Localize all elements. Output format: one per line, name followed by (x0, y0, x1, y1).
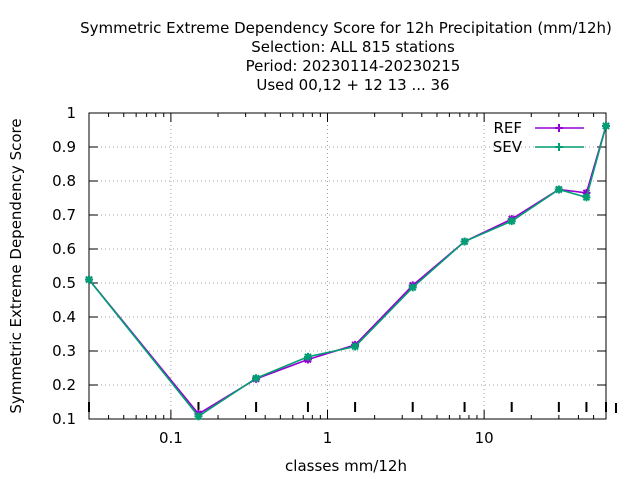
y-tick-label: 0.3 (52, 342, 76, 360)
title-line-2: Selection: ALL 815 stations (251, 38, 455, 56)
title-line-4: Used 00,12 + 12 13 ... 36 (256, 76, 449, 94)
y-axis-label: Symmetric Extreme Dependency Score (7, 118, 25, 413)
y-tick-label: 0.7 (52, 206, 76, 224)
y-tick-label: 0.1 (52, 410, 76, 428)
series-line (88, 125, 607, 418)
y-tick-label: 0.5 (52, 274, 76, 292)
data-point (554, 185, 563, 194)
data-point (507, 217, 516, 226)
series-group (85, 121, 610, 421)
data-point (303, 352, 312, 361)
data-point (460, 237, 469, 246)
y-tick-label: 0.4 (52, 308, 76, 326)
axes: 0.1 0.2 0.3 0.4 0.5 0.6 0.7 0.8 0.9 1 0.1 1 10 (52, 104, 617, 447)
data-point (408, 283, 417, 292)
y-tick-label: 1 (66, 104, 76, 122)
grid (89, 113, 606, 419)
title-line-1: Symmetric Extreme Dependency Score for 1… (80, 19, 612, 37)
legend-label: REF (493, 119, 522, 137)
plot-border (88, 112, 607, 420)
y-tick-label: 0.2 (52, 376, 76, 394)
data-point (582, 193, 591, 202)
x-tick-label: 1 (323, 429, 333, 447)
y-tick-label: 0.6 (52, 240, 76, 258)
data-point (85, 275, 93, 284)
x-tick-label: 0.1 (159, 429, 183, 447)
chart-title: Symmetric Extreme Dependency Score for 1… (80, 19, 612, 94)
data-point (194, 412, 203, 421)
x-axis-label: classes mm/12h (285, 457, 407, 475)
y-tick-label: 0.9 (52, 138, 76, 156)
data-point (602, 121, 610, 130)
series-sev (85, 121, 610, 421)
series-line (88, 125, 607, 415)
title-line-3: Period: 20230114-20230215 (246, 57, 461, 75)
data-point (351, 342, 360, 351)
x-tick-label: 10 (475, 429, 494, 447)
data-point (252, 374, 261, 383)
y-tick-label: 0.8 (52, 172, 76, 190)
legend-label: SEV (493, 138, 523, 156)
